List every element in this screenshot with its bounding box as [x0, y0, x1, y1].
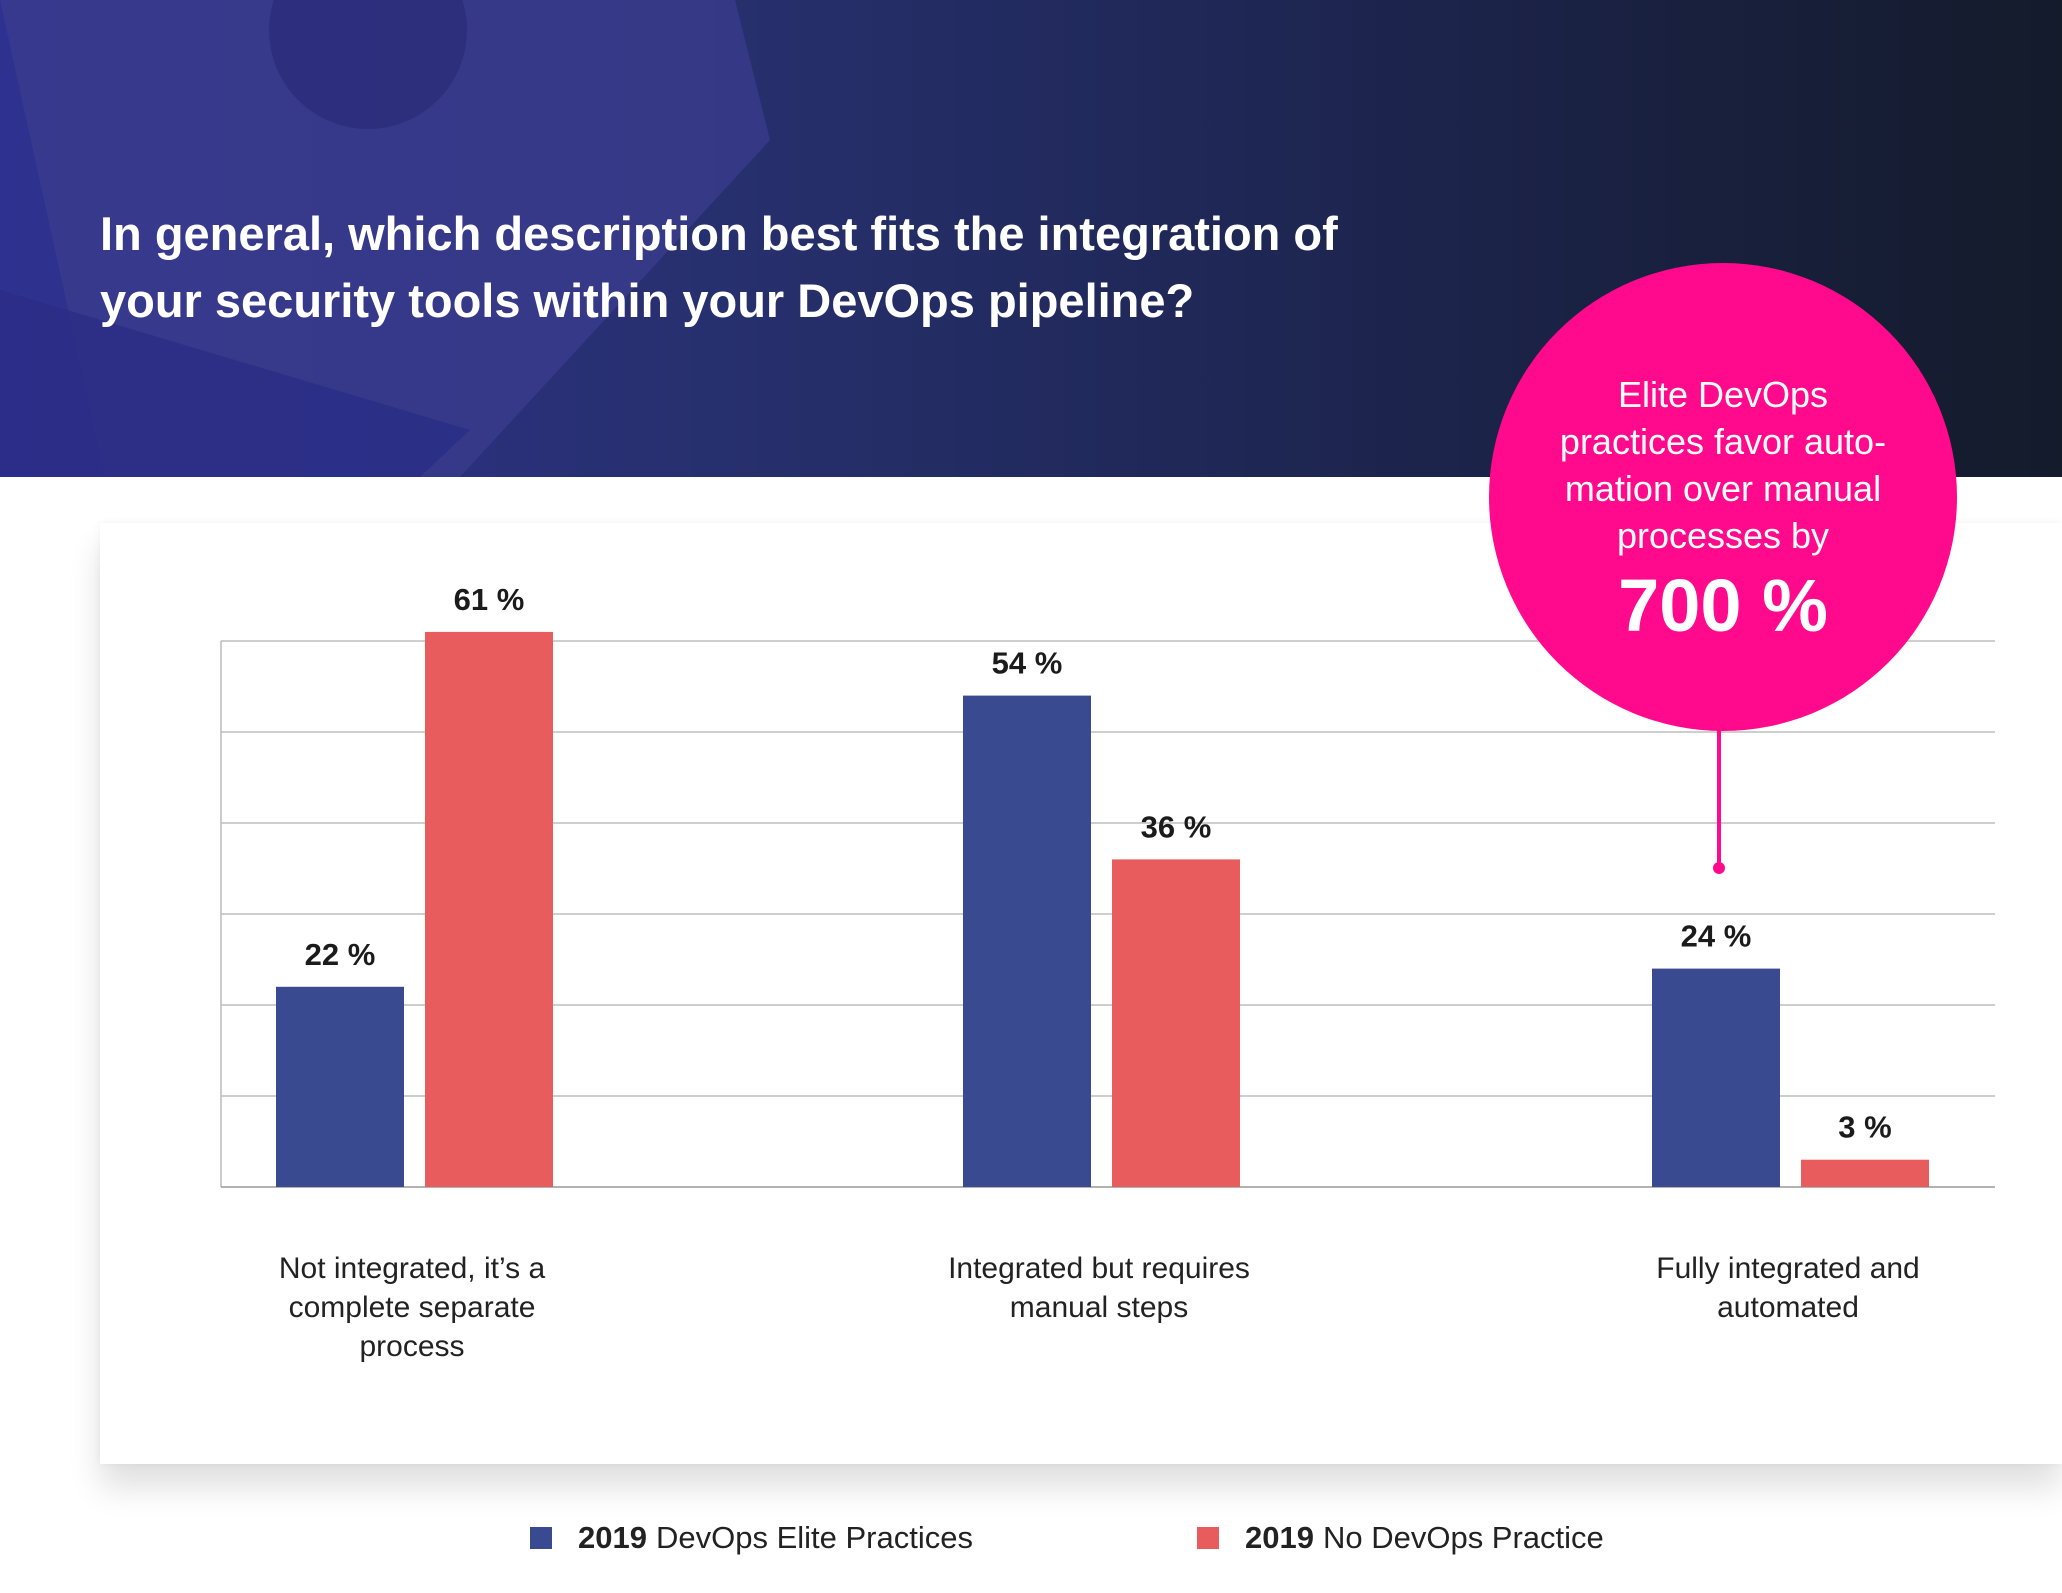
- callout-pointer-dot: [1713, 862, 1725, 874]
- legend-swatch-no-devops: [1197, 1527, 1219, 1549]
- value-label: 24 %: [1681, 919, 1752, 954]
- callout-pointer-line: [1717, 730, 1721, 866]
- legend-label: DevOps Elite Practices: [655, 1520, 973, 1555]
- bar-no-devops-0: [425, 631, 553, 1187]
- bar-no-devops-1: [1112, 859, 1240, 1187]
- value-label: 3 %: [1838, 1110, 1891, 1145]
- title-line-2: your security tools within your DevOps p…: [100, 274, 1195, 327]
- legend-item-elite: 2019 DevOps Elite Practices: [530, 1520, 973, 1556]
- header-decoration: [0, 0, 770, 477]
- legend-year: 2019: [578, 1520, 647, 1555]
- callout-bubble: Elite DevOps practices favor auto- matio…: [1489, 263, 1957, 731]
- category-label-fully-automated: Fully integrated and automated: [1656, 1252, 1920, 1324]
- value-label: 61 %: [454, 582, 525, 617]
- callout-value: 700 %: [1618, 564, 1828, 647]
- bar-elite-0: [276, 986, 404, 1187]
- bar-no-devops-2: [1801, 1159, 1929, 1187]
- legend-label: No DevOps Practice: [1322, 1520, 1604, 1555]
- callout-line: processes by: [1616, 515, 1830, 556]
- callout-line: practices favor auto-: [1559, 421, 1887, 462]
- header-banner: In general, which description best fits …: [0, 0, 2062, 477]
- value-label: 54 %: [992, 646, 1063, 681]
- title-line-1: In general, which description best fits …: [100, 207, 1338, 260]
- category-label-not-integrated: Not integrated, it’s a complete separate p…: [278, 1252, 546, 1363]
- legend-swatch-elite: [530, 1527, 552, 1549]
- bar-elite-1: [963, 695, 1091, 1187]
- value-label: 22 %: [305, 937, 376, 972]
- legend-item-no-devops: 2019 No DevOps Practice: [1197, 1520, 1604, 1556]
- category-label-manual-steps: Integrated but requires manual steps: [948, 1252, 1250, 1324]
- callout-line: Elite DevOps: [1617, 374, 1829, 415]
- page-title: In general, which description best fits …: [100, 200, 1338, 334]
- callout-line: mation over manual: [1564, 468, 1882, 509]
- value-label: 36 %: [1141, 809, 1212, 844]
- legend-year: 2019: [1245, 1520, 1314, 1555]
- bar-elite-2: [1652, 968, 1780, 1187]
